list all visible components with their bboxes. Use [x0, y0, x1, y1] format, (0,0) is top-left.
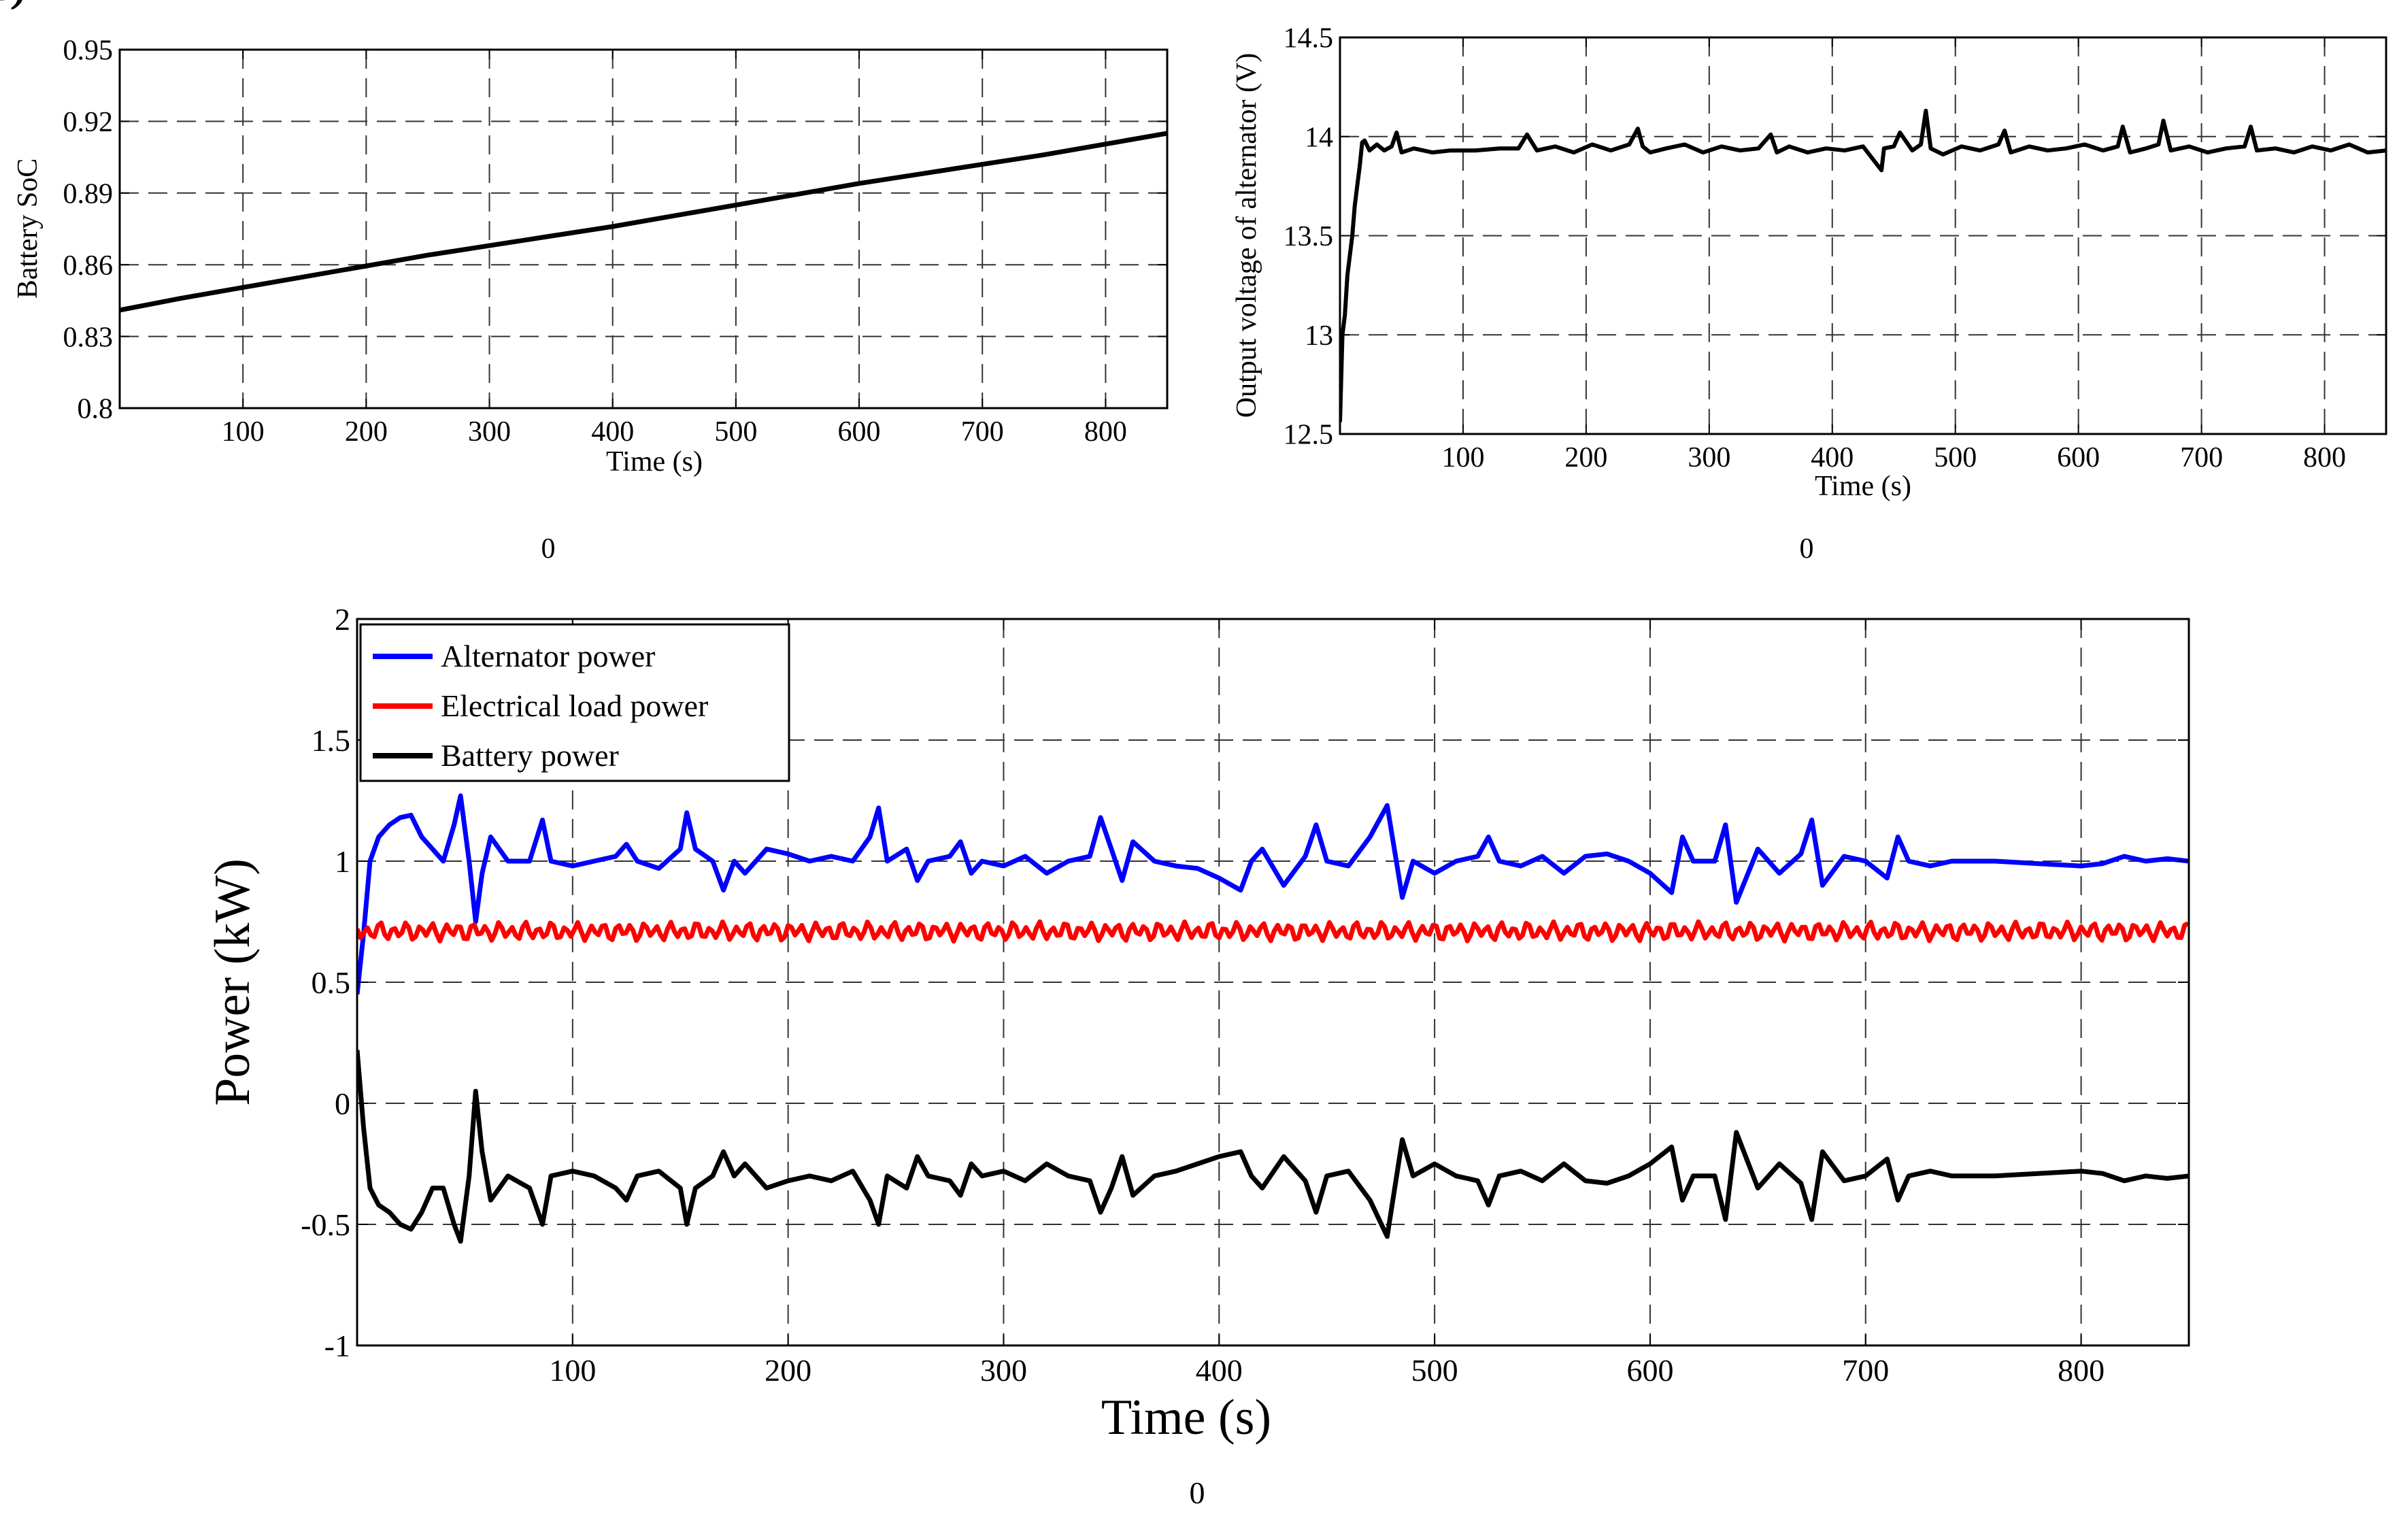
y-tick-label: 0.83: [63, 322, 114, 353]
x-tick-label: 800: [1084, 416, 1127, 448]
x-tick-label: 100: [549, 1353, 596, 1388]
x-tick-label: 0: [1190, 1475, 1205, 1510]
panel-a-ylabel: Battery SoC: [12, 158, 44, 299]
panel-b-label: (b): [0, 0, 26, 10]
y-tick-label: 14.5: [1284, 23, 1334, 54]
panel-c-ylabel: Power (kW): [205, 858, 261, 1106]
panel-a-plot: 0 100 200 300 400 500 600 700 800 0.8 0.83 0.86 0.89…: [63, 35, 1169, 565]
legend: Alternator power Electrical load power B…: [359, 623, 790, 782]
y-tick-label: -0.5: [301, 1207, 350, 1242]
x-tick-label: 300: [1688, 442, 1730, 473]
x-tick-label: 400: [1811, 442, 1854, 473]
panel-c-label: (c): [0, 0, 25, 10]
panel-c-xlabel: Time (s): [1101, 1390, 1271, 1445]
x-tick-label: 700: [961, 416, 1004, 448]
x-tick-label: 0: [1800, 533, 1814, 565]
x-tick-label: 200: [1564, 442, 1607, 473]
legend-label-load: Electrical load power: [441, 688, 708, 723]
panel-c-plot: 0 100 200 300 400 500 600 700 800 -1 -0.5 0 0.5 1 1.5 2: [301, 602, 2190, 1510]
y-tick-label: 0.95: [63, 35, 114, 67]
panel-a-label: (a): [0, 0, 25, 10]
panel-b-xlabel: Time (s): [1815, 471, 1911, 502]
x-tick-label: 800: [2058, 1353, 2105, 1388]
panel-b-alternator-voltage: 0 100 200 300 400 500 600 700 800 12.5 13 13.5 14 14.…: [0, 0, 2387, 565]
x-tick-label: 600: [838, 416, 881, 448]
y-tick-label: 0.5: [312, 965, 351, 1000]
series-line-series-0: [120, 131, 1167, 313]
x-tick-label: 500: [714, 416, 757, 448]
x-tick-label: 800: [2303, 442, 2346, 473]
x-tick-label: 0: [541, 533, 556, 565]
x-tick-label: 400: [591, 416, 634, 448]
legend-label-alternator: Alternator power: [441, 639, 656, 673]
x-tick-label: 700: [2180, 442, 2223, 473]
y-tick-label: 0.89: [63, 179, 114, 210]
x-tick-label: 600: [1626, 1353, 1673, 1388]
x-tick-label: 700: [1842, 1353, 1889, 1388]
y-tick-label: 13: [1305, 320, 1333, 352]
x-tick-label: 200: [765, 1353, 811, 1388]
x-tick-label: 100: [222, 416, 265, 448]
series-line-battery-power: [357, 1050, 2189, 1244]
y-tick-label: 0.86: [63, 250, 114, 282]
panel-a-xlabel: Time (s): [606, 446, 703, 478]
x-tick-label: 500: [1934, 442, 1977, 473]
x-tick-label: 400: [1196, 1353, 1243, 1388]
series-line-alternator-power: [357, 793, 2189, 995]
y-tick-label: 12.5: [1284, 420, 1334, 451]
y-tick-label: 1: [335, 844, 350, 879]
legend-label-battery: Battery power: [441, 738, 619, 773]
y-tick-label: 13.5: [1284, 221, 1334, 252]
panel-a-battery-soc: 0 100 200 300 400 500 600 700 800 0.8 0.83 0.86 0.89…: [0, 0, 1169, 565]
panel-b-plot: 0 100 200 300 400 500 600 700 800 12.5 13 13.5 14 14.…: [1284, 23, 2387, 565]
x-tick-label: 200: [345, 416, 388, 448]
y-tick-label: 0.8: [78, 394, 114, 425]
series-line-electrical-load-power: [357, 919, 2189, 944]
x-tick-label: 300: [980, 1353, 1027, 1388]
x-tick-label: 600: [2057, 442, 2100, 473]
y-tick-label: 14: [1305, 122, 1333, 153]
y-tick-label: 1.5: [312, 723, 351, 758]
plot-area: [120, 50, 1167, 408]
y-tick-label: 0: [335, 1086, 350, 1121]
y-tick-label: -1: [324, 1328, 350, 1363]
series-line-series-0: [1340, 108, 2386, 422]
x-tick-label: 500: [1411, 1353, 1458, 1388]
x-tick-label: 100: [1441, 442, 1484, 473]
y-tick-label: 2: [335, 602, 350, 637]
axes-frame: [118, 48, 1169, 409]
y-tick-label: 0.92: [63, 107, 114, 138]
panel-b-ylabel: Output voltage of alternator (V): [1231, 53, 1262, 418]
x-tick-label: 300: [468, 416, 511, 448]
